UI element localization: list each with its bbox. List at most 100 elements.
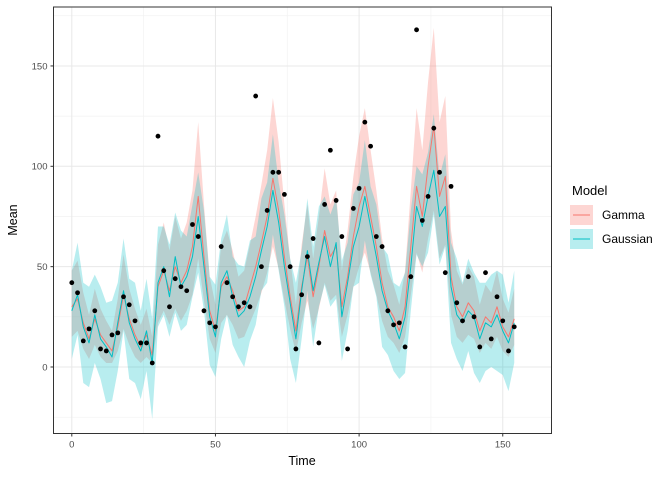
data-point xyxy=(465,274,471,280)
data-point xyxy=(167,304,172,310)
x-axis-title: Time xyxy=(288,454,315,468)
legend-key-gaussian-swatch xyxy=(570,229,593,249)
data-point xyxy=(259,264,264,270)
x-tick-label: 100 xyxy=(351,440,367,451)
data-point xyxy=(172,276,178,282)
y-tick-label: 100 xyxy=(32,162,48,173)
data-point xyxy=(454,300,460,306)
legend-title: Model xyxy=(572,183,608,198)
data-point xyxy=(86,326,92,332)
data-point xyxy=(316,340,322,346)
data-point xyxy=(494,294,500,300)
legend-key-gamma-line-icon xyxy=(573,214,590,216)
data-point xyxy=(190,222,195,227)
legend-key-gaussian-line-icon xyxy=(573,238,590,240)
data-point xyxy=(270,169,276,175)
data-point xyxy=(356,185,362,191)
chart-data-layer xyxy=(69,27,517,420)
data-point xyxy=(511,324,517,330)
axis-tick-labels: 0 50 100 150 0 50 100 150 xyxy=(32,61,511,450)
legend-label-gamma: Gamma xyxy=(602,208,645,222)
data-point xyxy=(247,304,253,310)
data-point xyxy=(195,234,201,239)
data-point xyxy=(293,346,299,352)
data-point xyxy=(213,324,218,330)
data-point xyxy=(437,169,442,175)
data-point xyxy=(408,274,414,280)
data-point xyxy=(98,346,103,352)
data-point xyxy=(276,169,282,175)
data-point xyxy=(132,318,138,324)
data-point xyxy=(448,183,454,189)
data-point xyxy=(310,236,316,241)
legend: Model Gamma Gaussian xyxy=(570,183,653,253)
data-point xyxy=(138,340,144,346)
gridlines xyxy=(53,7,552,434)
data-point xyxy=(477,344,483,350)
legend-item-gaussian: Gaussian xyxy=(570,229,653,249)
data-point xyxy=(500,318,506,324)
data-point xyxy=(322,202,328,207)
data-point xyxy=(207,320,213,326)
legend-label-gaussian: Gaussian xyxy=(602,232,653,246)
data-point xyxy=(483,270,488,276)
y-tick-label: 0 xyxy=(42,362,47,373)
data-point xyxy=(253,93,259,99)
ribbon-gaussian xyxy=(71,114,515,420)
data-point xyxy=(80,338,86,344)
data-point xyxy=(241,300,247,306)
x-tick-label: 150 xyxy=(495,440,511,451)
data-point xyxy=(362,119,368,125)
x-tick-label: 0 xyxy=(69,440,74,451)
data-point xyxy=(327,147,333,153)
data-point xyxy=(236,304,241,310)
data-point xyxy=(282,191,287,197)
data-point xyxy=(75,290,80,296)
data-point xyxy=(201,308,207,314)
data-point xyxy=(184,288,190,294)
data-point xyxy=(161,268,167,274)
panel-border xyxy=(53,6,552,434)
data-point xyxy=(391,322,396,328)
data-point xyxy=(69,280,75,286)
data-point xyxy=(92,308,98,314)
data-point xyxy=(431,125,437,131)
data-point xyxy=(155,133,161,139)
data-point xyxy=(350,206,356,211)
data-point xyxy=(115,330,121,336)
data-point xyxy=(339,234,345,239)
legend-item-gamma: Gamma xyxy=(570,205,653,225)
y-tick-label: 50 xyxy=(37,262,48,273)
data-point xyxy=(264,208,270,213)
data-point xyxy=(460,318,465,324)
data-point xyxy=(126,302,132,308)
data-point xyxy=(419,218,425,223)
mean-line-gamma xyxy=(71,125,515,356)
y-axis-title: Mean xyxy=(6,204,20,235)
y-tick-label: 150 xyxy=(32,61,48,72)
data-point xyxy=(178,284,184,290)
data-point xyxy=(414,27,419,33)
data-point xyxy=(373,234,379,239)
data-point xyxy=(506,348,511,354)
data-point xyxy=(304,254,310,260)
data-point xyxy=(230,294,236,300)
data-point xyxy=(402,344,408,350)
data-point xyxy=(379,244,385,249)
data-point xyxy=(345,346,351,352)
data-point xyxy=(109,332,115,338)
data-point xyxy=(287,264,293,270)
data-point xyxy=(144,340,149,346)
data-point xyxy=(299,292,305,298)
data-point xyxy=(224,280,230,286)
axis-ticks xyxy=(50,65,504,437)
data-point xyxy=(471,314,477,320)
x-tick-label: 50 xyxy=(210,440,221,451)
mean-line-gaussian xyxy=(71,169,515,364)
data-point xyxy=(385,308,391,314)
data-point xyxy=(368,143,373,149)
data-point xyxy=(425,194,431,199)
data-point xyxy=(218,244,224,249)
